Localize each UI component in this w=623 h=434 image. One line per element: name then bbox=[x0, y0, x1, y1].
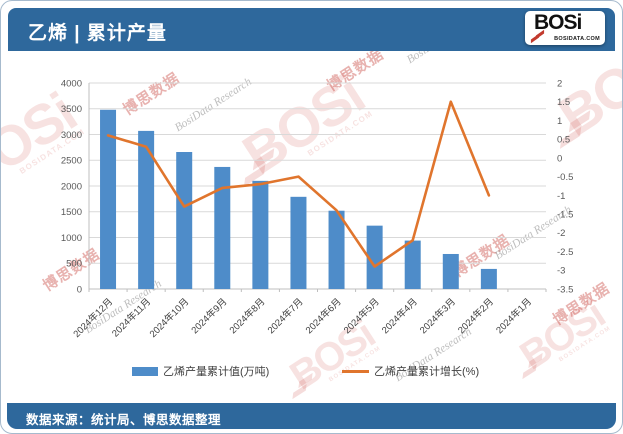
bar-2024年4月 bbox=[404, 240, 421, 289]
x-axis-label: 2024年11月 bbox=[109, 296, 153, 340]
right-axis-tick-label: -2.5 bbox=[557, 247, 573, 258]
left-axis-tick-label: 2000 bbox=[61, 181, 82, 192]
right-axis-tick-label: -3 bbox=[557, 266, 565, 277]
right-axis-tick-label: -1 bbox=[557, 191, 565, 202]
page-title: 乙烯 | 累计产量 bbox=[28, 23, 167, 44]
bar-2024年11月 bbox=[138, 130, 155, 289]
logo-text: BOSi bbox=[534, 11, 582, 34]
right-axis-tick-label: -2 bbox=[557, 228, 565, 239]
bar-2024年5月 bbox=[366, 225, 383, 289]
x-axis-label: 2024年7月 bbox=[265, 296, 306, 337]
right-axis-tick-label: 1 bbox=[557, 116, 562, 127]
footer-bar: 数据来源：统计局、博思数据整理 bbox=[7, 403, 616, 429]
x-axis-label: 2024年5月 bbox=[341, 296, 382, 337]
bar-2024年2月 bbox=[480, 268, 497, 289]
left-axis-tick-label: 2500 bbox=[61, 156, 82, 167]
bar-2024年9月 bbox=[214, 166, 231, 289]
right-axis-tick-label: 2 bbox=[557, 78, 562, 89]
data-source-text: 数据来源：统计局、博思数据整理 bbox=[26, 413, 222, 427]
left-axis-tick-label: 1000 bbox=[61, 233, 82, 244]
legend-item-bar-series: 乙烯产量累计值(万吨) bbox=[132, 363, 269, 379]
bar-series-swatch bbox=[132, 366, 158, 376]
left-axis-tick-label: 500 bbox=[66, 259, 82, 270]
x-axis-label: 2024年4月 bbox=[379, 296, 420, 337]
bar-2024年10月 bbox=[176, 152, 193, 289]
line-series-label: 乙烯产量累计增长(%) bbox=[374, 366, 480, 378]
legend-item-line-series: 乙烯产量累计增长(%) bbox=[342, 363, 479, 379]
right-axis-tick-label: -1.5 bbox=[557, 209, 573, 220]
x-axis-label: 2024年9月 bbox=[189, 296, 230, 337]
bar-2024年6月 bbox=[328, 210, 345, 289]
right-axis-tick-label: 0.5 bbox=[557, 135, 570, 146]
bar-series-label: 乙烯产量累计值(万吨) bbox=[163, 366, 270, 378]
bar-2024年8月 bbox=[252, 180, 269, 289]
right-axis-tick-label: 1.5 bbox=[557, 97, 570, 108]
bar-2024年3月 bbox=[442, 253, 459, 289]
x-axis-label: 2024年8月 bbox=[227, 296, 268, 337]
right-axis-tick-label: -3.5 bbox=[557, 284, 573, 295]
x-axis-label: 2024年10月 bbox=[147, 296, 191, 340]
growth-line bbox=[106, 100, 491, 268]
left-axis-tick-label: 3000 bbox=[61, 130, 82, 141]
chart-legend: 乙烯产量累计值(万吨) 乙烯产量累计增长(%) bbox=[1, 360, 622, 382]
x-axis-label: 2024年2月 bbox=[455, 296, 496, 337]
x-axis-label: 2024年12月 bbox=[71, 296, 115, 340]
line-series-swatch bbox=[342, 369, 369, 373]
left-axis-tick-label: 0 bbox=[77, 284, 82, 295]
right-axis-tick-label: -0.5 bbox=[557, 172, 573, 183]
bar-2024年12月 bbox=[100, 109, 117, 289]
right-axis-tick-label: 0 bbox=[557, 153, 562, 164]
x-axis-label: 2024年1月 bbox=[493, 296, 534, 337]
left-axis-tick-label: 4000 bbox=[61, 78, 82, 89]
logo-domain: BOSIDATA.COM bbox=[554, 36, 600, 42]
bosi-logo: BOSi BOSIDATA.COM bbox=[525, 11, 605, 45]
left-axis-tick-label: 3500 bbox=[61, 104, 82, 115]
header-bar: 乙烯 | 累计产量 BOSi BOSIDATA.COM bbox=[8, 8, 615, 51]
left-axis-tick-label: 1500 bbox=[61, 207, 82, 218]
bar-2024年7月 bbox=[290, 196, 307, 289]
x-axis-label: 2024年6月 bbox=[303, 296, 344, 337]
x-axis-label: 2024年3月 bbox=[417, 296, 458, 337]
